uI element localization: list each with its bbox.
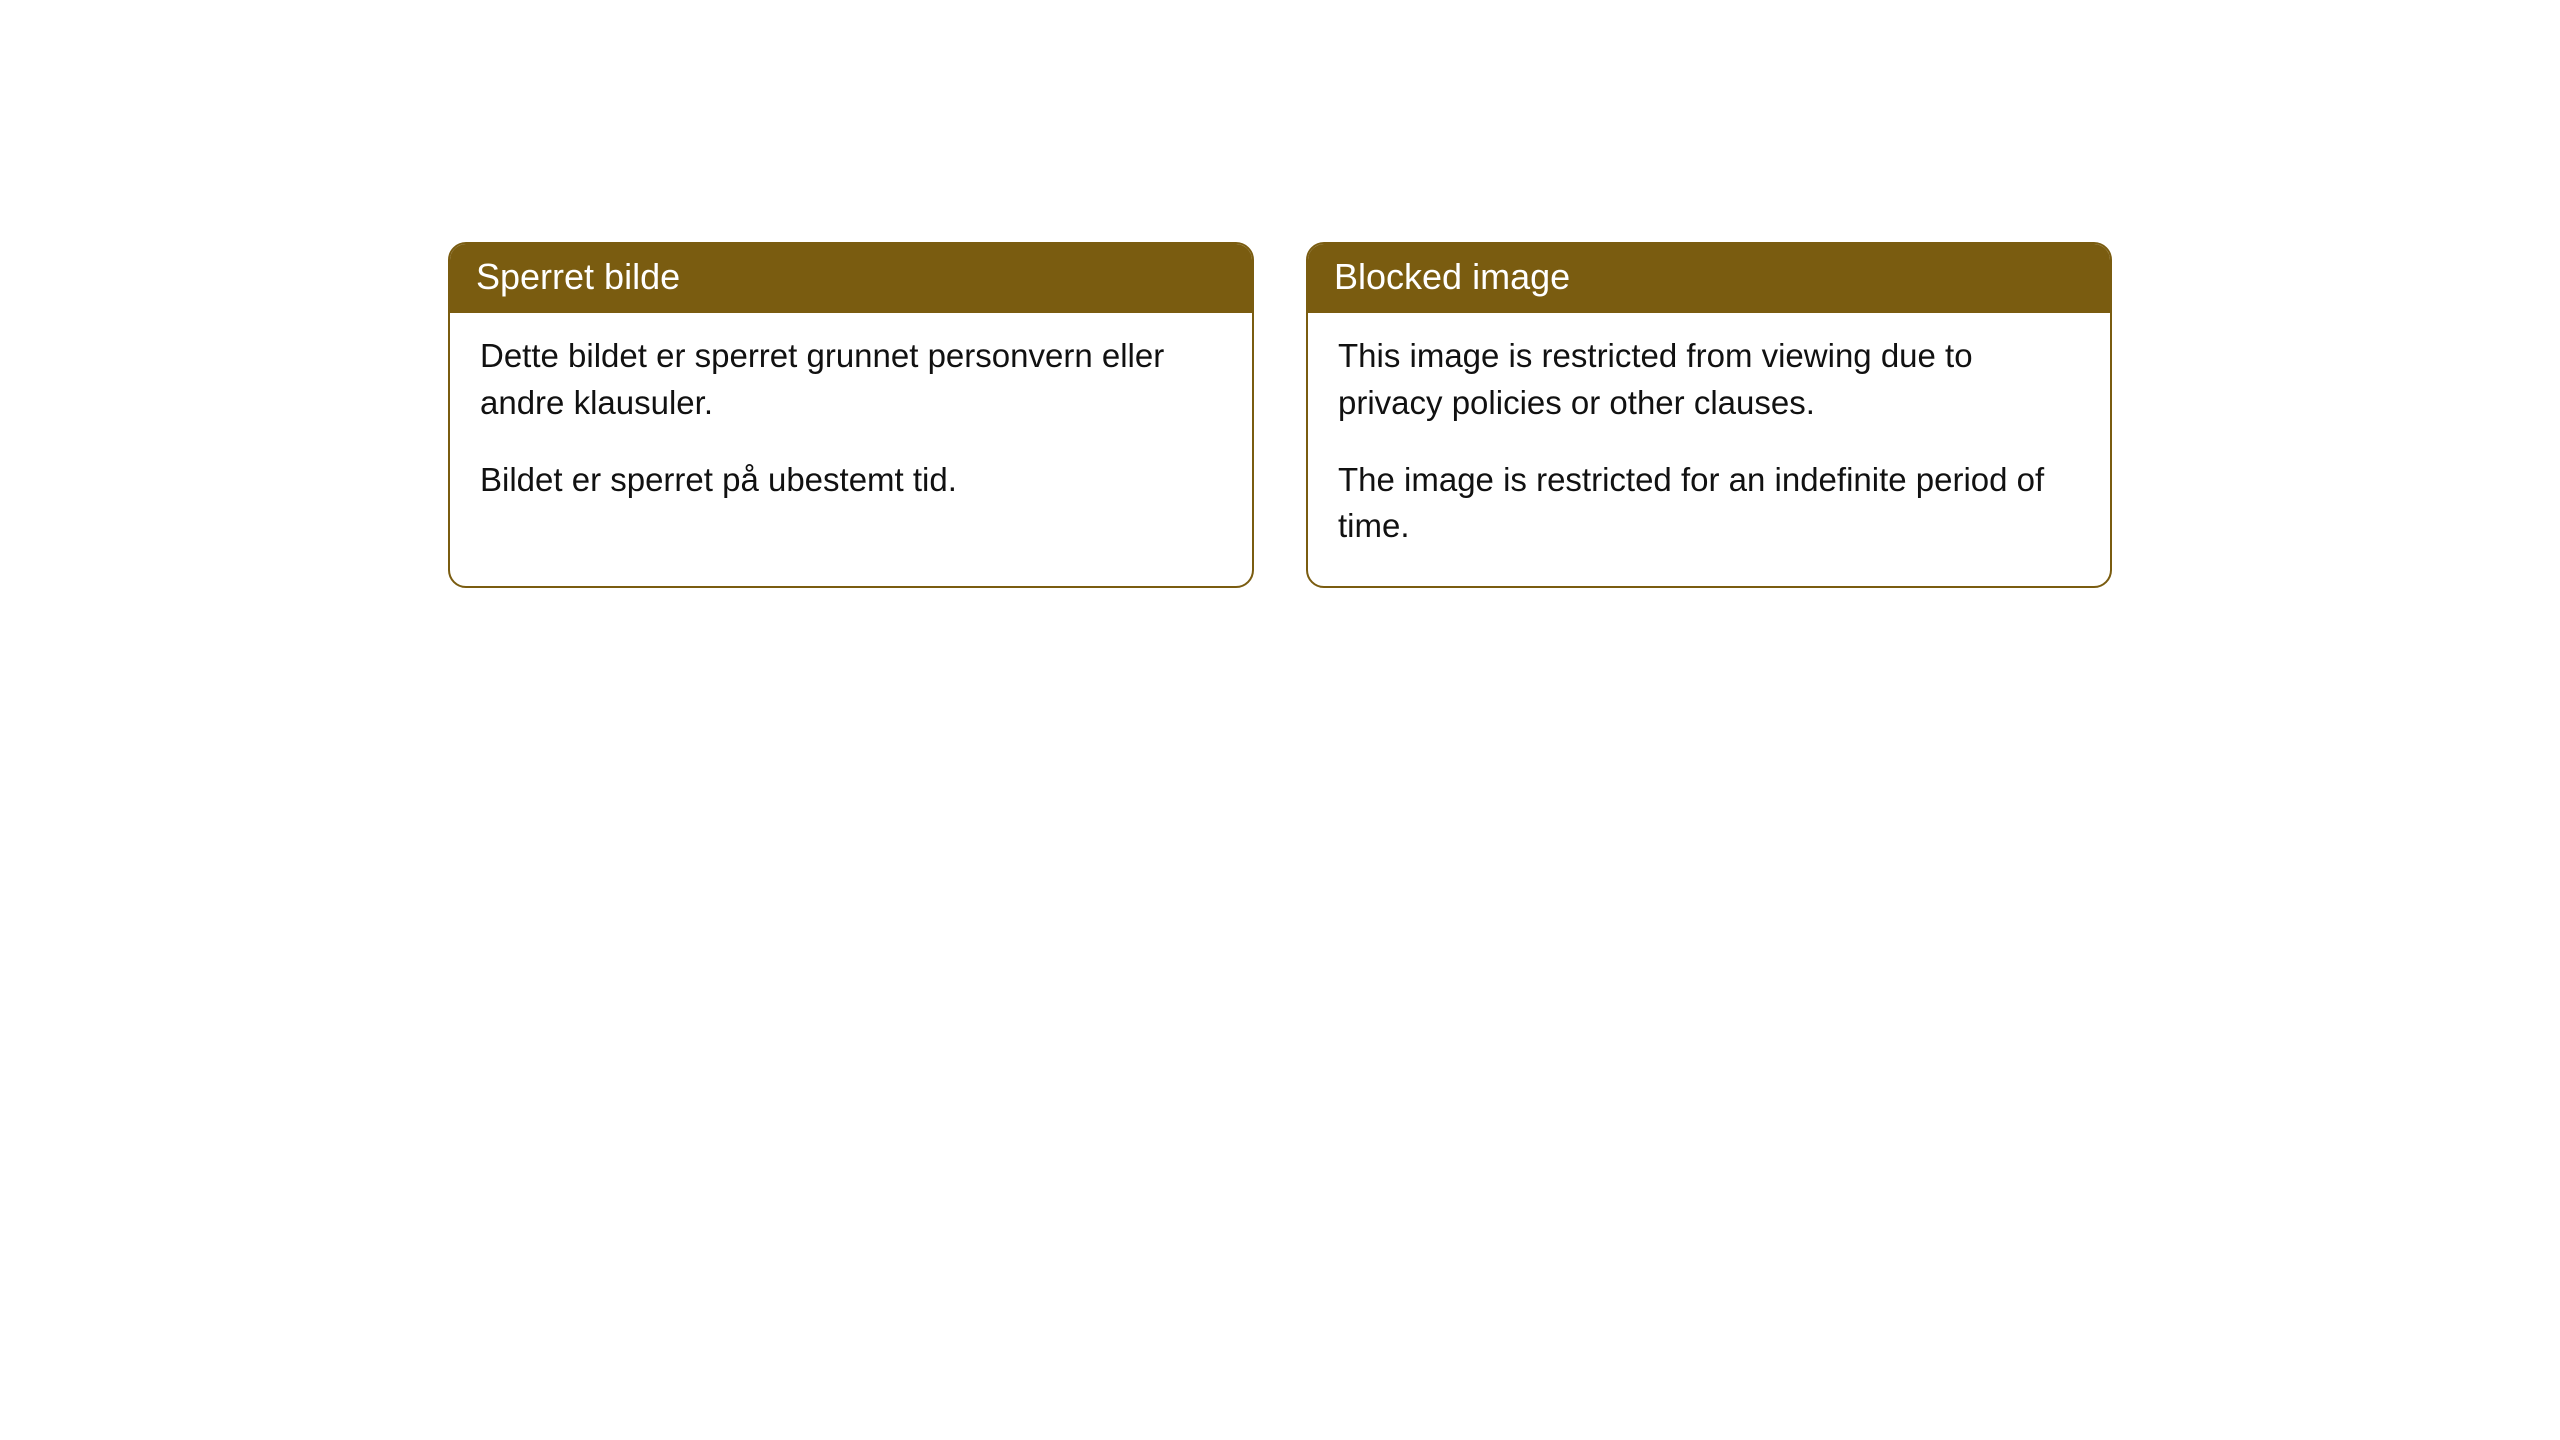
notice-card-header: Blocked image [1308,244,2110,313]
notice-card-body: This image is restricted from viewing du… [1308,313,2110,586]
notice-card-body: Dette bildet er sperret grunnet personve… [450,313,1252,540]
notice-card-english: Blocked image This image is restricted f… [1306,242,2112,588]
notice-card-norwegian: Sperret bilde Dette bildet er sperret gr… [448,242,1254,588]
notice-paragraph: Dette bildet er sperret grunnet personve… [480,333,1222,427]
notice-cards-container: Sperret bilde Dette bildet er sperret gr… [0,0,2560,588]
notice-paragraph: The image is restricted for an indefinit… [1338,457,2080,551]
notice-paragraph: This image is restricted from viewing du… [1338,333,2080,427]
notice-paragraph: Bildet er sperret på ubestemt tid. [480,457,1222,504]
notice-card-header: Sperret bilde [450,244,1252,313]
